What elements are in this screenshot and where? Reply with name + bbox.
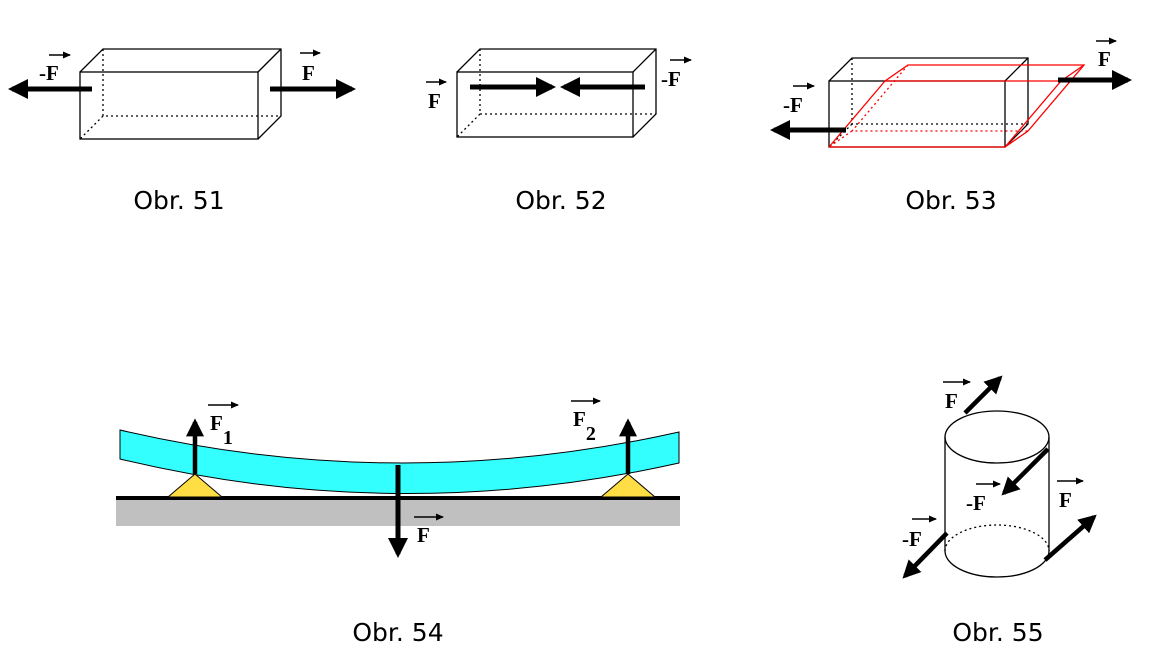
box-53 <box>828 57 1029 148</box>
arrow-bottom-55 <box>902 531 949 579</box>
cylinder <box>944 410 1050 578</box>
force-label-right-51: F <box>302 61 315 85</box>
figure-52-compression: F -F <box>426 48 692 138</box>
deformed-box-53 <box>828 64 1086 148</box>
box-51 <box>79 48 282 140</box>
force-label-support2-54: F2 <box>573 407 596 445</box>
force-label-inner-55: -F <box>966 491 986 515</box>
figure-54-bending: F1 F2 F <box>116 397 680 558</box>
force-label-left-52: F <box>428 89 441 113</box>
arrow-top-55 <box>963 375 1003 415</box>
force-label-right-53: F <box>1098 47 1111 71</box>
caption-obr-51: Obr. 51 <box>133 186 225 215</box>
force-label-left-53: -F <box>783 93 803 117</box>
support-right <box>599 473 657 498</box>
force-label-support1-54: F1 <box>210 411 233 449</box>
support-left <box>166 473 224 498</box>
caption-obr-52: Obr. 52 <box>515 186 607 215</box>
bent-beam <box>119 429 680 494</box>
arrow-right-55 <box>1043 514 1097 562</box>
force-label-right-52: -F <box>661 67 681 91</box>
force-label-load-54: F <box>417 523 430 547</box>
force-label-left-51: -F <box>39 61 59 85</box>
caption-obr-55: Obr. 55 <box>952 618 1044 647</box>
figure-53-shear: -F F <box>770 37 1132 148</box>
figure-55-torsion: F -F F -F <box>902 375 1097 579</box>
force-label-top-55: F <box>945 389 958 413</box>
force-label-right-55: F <box>1059 488 1072 512</box>
figure-51-tension: -F F <box>8 48 356 140</box>
caption-obr-54: Obr. 54 <box>352 618 444 647</box>
force-label-bottom-55: -F <box>902 527 922 551</box>
caption-obr-53: Obr. 53 <box>905 186 997 215</box>
box-52 <box>456 48 657 138</box>
arrow-inner-55 <box>1001 447 1050 496</box>
